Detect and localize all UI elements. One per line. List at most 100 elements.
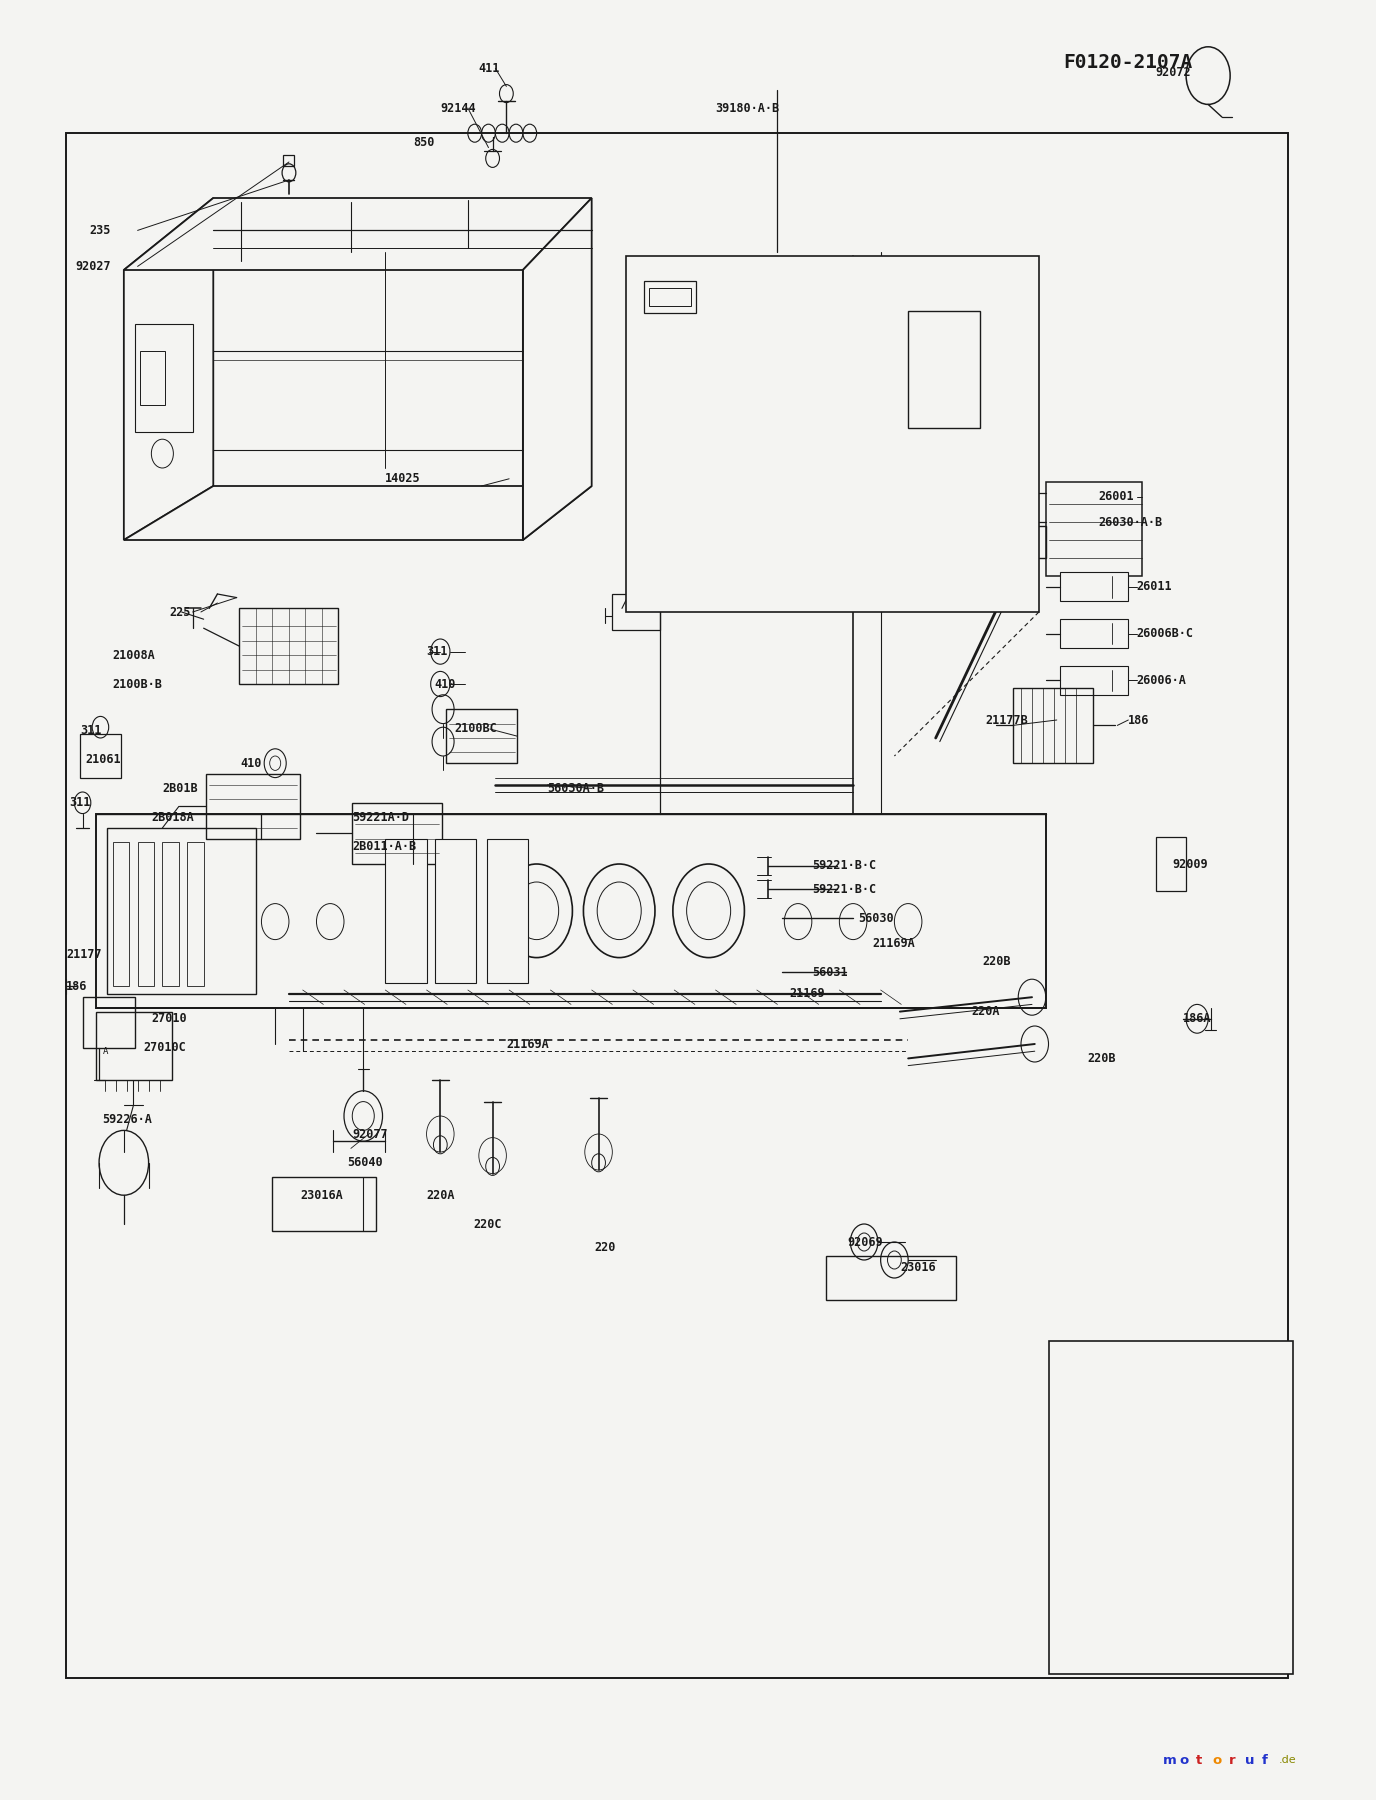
Bar <box>138 842 154 986</box>
Text: 59221·B·C: 59221·B·C <box>812 882 877 896</box>
Text: 220A: 220A <box>427 1188 455 1202</box>
Bar <box>66 133 1288 1678</box>
Text: 59221A·D: 59221A·D <box>352 810 409 824</box>
Text: 27010B: 27010B <box>627 425 670 439</box>
Text: 54012: 54012 <box>636 572 671 587</box>
Text: 56040: 56040 <box>347 1156 383 1170</box>
Text: 56030A·B: 56030A·B <box>548 781 604 796</box>
Text: 59226·A: 59226·A <box>102 1112 151 1127</box>
Bar <box>826 1256 956 1300</box>
Text: 92069: 92069 <box>848 1235 883 1249</box>
Bar <box>283 155 294 166</box>
Text: 21061: 21061 <box>85 752 121 767</box>
Text: 850: 850 <box>413 135 435 149</box>
Bar <box>272 1177 376 1231</box>
Text: 311: 311 <box>69 796 91 810</box>
Text: 14025: 14025 <box>385 472 421 486</box>
Text: 21169: 21169 <box>790 986 826 1001</box>
Bar <box>113 842 129 986</box>
Text: r: r <box>1229 1753 1236 1768</box>
Text: 59221·B·C: 59221·B·C <box>812 859 877 873</box>
Bar <box>80 734 121 778</box>
Bar <box>749 493 801 540</box>
Polygon shape <box>124 198 592 270</box>
Text: 23016A: 23016A <box>300 1188 343 1202</box>
Text: u: u <box>1245 1753 1255 1768</box>
Bar <box>1046 482 1142 576</box>
Text: 21177A: 21177A <box>627 367 670 382</box>
Text: 220B: 220B <box>982 954 1011 968</box>
Bar <box>239 608 338 684</box>
Bar <box>626 256 1039 612</box>
Bar <box>96 814 1046 1008</box>
Bar <box>385 839 427 983</box>
Polygon shape <box>636 400 695 428</box>
Bar <box>96 1012 172 1080</box>
Bar <box>1156 837 1186 891</box>
Text: 21177B: 21177B <box>985 713 1028 727</box>
Bar <box>83 997 135 1048</box>
Bar <box>649 288 691 306</box>
Text: 26006B·C: 26006B·C <box>1137 626 1193 641</box>
Bar <box>107 828 256 994</box>
Text: 220: 220 <box>594 1240 616 1255</box>
Bar <box>630 529 671 572</box>
Bar <box>162 842 179 986</box>
Text: 21169A: 21169A <box>506 1037 549 1051</box>
Text: D: D <box>996 428 1003 443</box>
Text: 186A: 186A <box>1183 1012 1212 1026</box>
Text: 26011: 26011 <box>1137 580 1172 594</box>
Bar <box>187 842 204 986</box>
Text: 2100BC: 2100BC <box>454 722 497 736</box>
Text: 225: 225 <box>169 605 191 619</box>
Text: F0120-2107A: F0120-2107A <box>1064 54 1193 72</box>
Text: f: f <box>1262 1753 1267 1768</box>
Text: 92072: 92072 <box>1156 65 1192 79</box>
Text: o: o <box>1179 1753 1189 1768</box>
Text: 2100B·B: 2100B·B <box>113 677 162 691</box>
Text: 27010: 27010 <box>151 1012 187 1026</box>
Text: 21008A: 21008A <box>113 648 155 662</box>
Text: 311: 311 <box>427 644 449 659</box>
Text: 21177: 21177 <box>66 947 102 961</box>
Text: A: A <box>103 1048 109 1055</box>
Bar <box>352 803 442 864</box>
Text: 410: 410 <box>435 677 457 691</box>
Bar <box>1007 526 1046 558</box>
Text: 2B018A: 2B018A <box>151 810 194 824</box>
Text: o: o <box>1212 1753 1222 1768</box>
Text: 186: 186 <box>905 331 927 346</box>
Text: 56031: 56031 <box>812 965 848 979</box>
Bar <box>487 839 528 983</box>
Text: 92009: 92009 <box>1172 857 1208 871</box>
Bar <box>1013 688 1093 763</box>
Text: 27010A: 27010A <box>729 506 772 520</box>
Text: 92027: 92027 <box>76 259 111 274</box>
Text: 26001: 26001 <box>1098 490 1134 504</box>
Bar <box>206 774 300 839</box>
Polygon shape <box>523 198 592 540</box>
Text: m: m <box>1163 1753 1176 1768</box>
Text: 2B011·A·B: 2B011·A·B <box>352 839 417 853</box>
Text: .de: .de <box>1278 1755 1296 1766</box>
Bar <box>140 351 165 405</box>
Text: 92071: 92071 <box>644 281 680 295</box>
Text: 411: 411 <box>479 61 501 76</box>
Bar <box>135 324 193 432</box>
Bar <box>1049 1341 1293 1674</box>
Text: 23016: 23016 <box>900 1260 936 1274</box>
Text: 92144: 92144 <box>440 101 476 115</box>
Bar <box>908 311 980 428</box>
Polygon shape <box>1060 572 1128 601</box>
Text: 220A: 220A <box>971 1004 1000 1019</box>
Bar <box>446 709 517 763</box>
Text: 21169A: 21169A <box>872 936 915 950</box>
Polygon shape <box>1060 666 1128 695</box>
Text: 235: 235 <box>89 223 111 238</box>
Bar <box>435 839 476 983</box>
Text: 56030: 56030 <box>859 911 894 925</box>
Text: 311: 311 <box>80 724 102 738</box>
Text: 220C: 220C <box>473 1217 502 1231</box>
Text: 26006·A: 26006·A <box>1137 673 1186 688</box>
Text: 92077: 92077 <box>352 1127 388 1141</box>
